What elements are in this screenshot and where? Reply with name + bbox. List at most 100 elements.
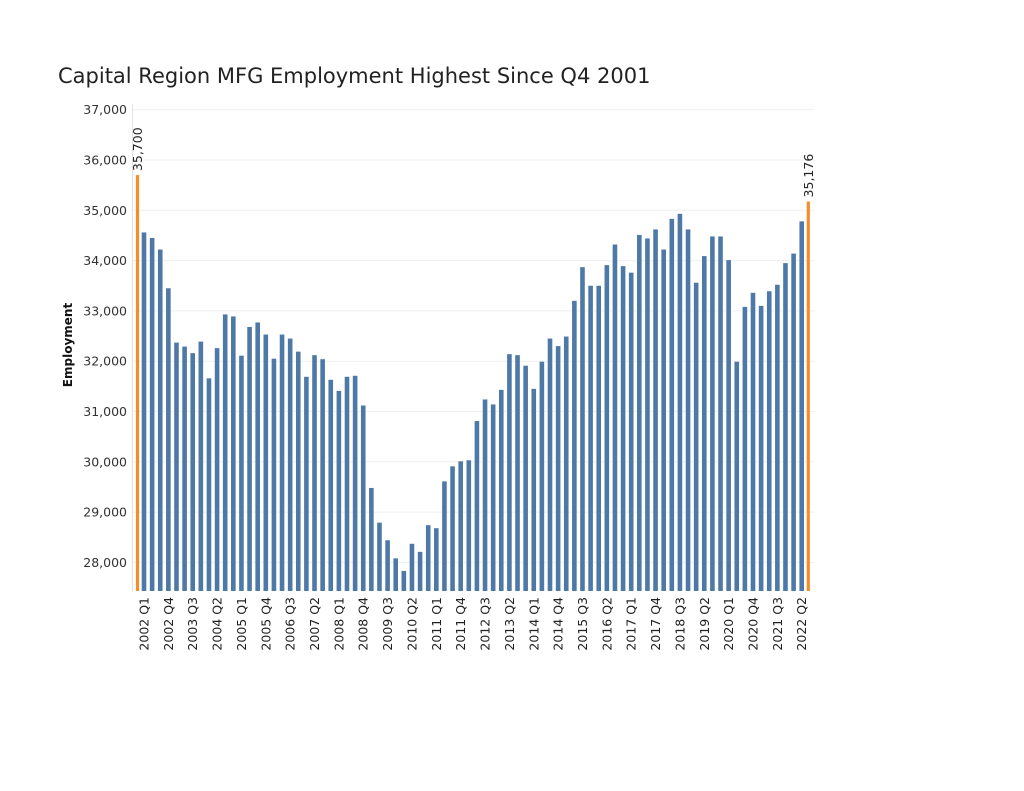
bar[interactable] — [312, 355, 317, 591]
bar[interactable] — [588, 285, 593, 591]
bar[interactable] — [693, 282, 699, 591]
x-tick-label: 2008 Q1 — [331, 597, 346, 651]
bar[interactable] — [206, 378, 212, 591]
bar[interactable] — [409, 543, 415, 591]
y-tick-label: 37,000 — [83, 102, 127, 117]
bar[interactable] — [710, 236, 715, 591]
bar[interactable] — [271, 358, 277, 591]
bar[interactable] — [222, 314, 228, 591]
bar[interactable] — [726, 260, 731, 591]
bar[interactable] — [434, 528, 439, 591]
bar[interactable] — [539, 361, 545, 591]
bar[interactable] — [677, 213, 683, 592]
bar[interactable] — [645, 238, 650, 591]
bar[interactable] — [141, 232, 147, 591]
bar[interactable] — [620, 266, 626, 591]
bar[interactable] — [498, 389, 504, 591]
bar[interactable] — [247, 326, 252, 591]
bar[interactable] — [352, 375, 358, 591]
bar[interactable] — [482, 399, 488, 591]
bar[interactable] — [360, 405, 366, 591]
x-tick-label: 2015 Q3 — [575, 597, 590, 651]
highlight-bar-end[interactable] — [806, 201, 810, 591]
bar[interactable] — [750, 292, 756, 591]
bar[interactable] — [393, 558, 399, 591]
y-axis-title: Employment — [61, 303, 75, 388]
bar[interactable] — [182, 346, 187, 591]
bar[interactable] — [775, 284, 780, 591]
bar[interactable] — [157, 249, 163, 591]
bar[interactable] — [295, 351, 301, 591]
bar[interactable] — [377, 522, 382, 591]
bar[interactable] — [685, 229, 691, 591]
bar[interactable] — [515, 355, 520, 591]
bar[interactable] — [401, 570, 407, 591]
bar[interactable] — [255, 322, 260, 591]
bar[interactable] — [385, 540, 390, 591]
bar[interactable] — [442, 481, 447, 591]
bar[interactable] — [231, 316, 236, 591]
x-tick-label: 2012 Q3 — [478, 597, 493, 651]
bar[interactable] — [328, 379, 334, 591]
x-tick-label: 2002 Q4 — [161, 597, 176, 651]
bar[interactable] — [766, 291, 772, 591]
bar[interactable] — [523, 365, 528, 591]
x-tick-label: 2021 Q3 — [770, 597, 785, 651]
bar[interactable] — [466, 460, 472, 591]
bar[interactable] — [742, 306, 748, 591]
bar[interactable] — [507, 354, 512, 591]
bar[interactable] — [596, 285, 602, 591]
bar[interactable] — [669, 218, 675, 591]
bar[interactable] — [791, 253, 796, 592]
bar[interactable] — [344, 376, 350, 591]
x-tick-label: 2014 Q1 — [526, 597, 541, 651]
highlight-label-start: 35,700 — [130, 127, 145, 171]
bar[interactable] — [279, 334, 285, 591]
bar[interactable] — [417, 551, 423, 591]
bar[interactable] — [758, 305, 764, 591]
x-tick-label: 2011 Q1 — [429, 597, 444, 651]
bar[interactable] — [425, 525, 431, 591]
bar[interactable] — [320, 359, 325, 591]
bar[interactable] — [287, 338, 293, 591]
bar[interactable] — [612, 244, 618, 591]
bar[interactable] — [661, 249, 666, 591]
bar[interactable] — [166, 288, 171, 591]
bar[interactable] — [555, 346, 561, 591]
bar[interactable] — [490, 404, 496, 591]
bar[interactable] — [563, 336, 569, 591]
highlight-bar-start[interactable] — [135, 175, 140, 591]
bar[interactable] — [304, 376, 309, 591]
bar[interactable] — [214, 348, 220, 591]
bar[interactable] — [718, 236, 723, 591]
bar[interactable] — [701, 256, 707, 591]
bar[interactable] — [369, 487, 374, 591]
bar[interactable] — [190, 353, 196, 591]
bar[interactable] — [474, 421, 480, 591]
bar[interactable] — [263, 334, 269, 591]
bar[interactable] — [336, 390, 342, 591]
bar[interactable] — [450, 466, 455, 591]
bar[interactable] — [580, 267, 585, 591]
bar[interactable] — [799, 221, 805, 591]
bar[interactable] — [637, 234, 642, 591]
bar[interactable] — [531, 388, 537, 591]
bar[interactable] — [149, 237, 155, 591]
gridlines — [133, 109, 815, 563]
x-tick-label: 2022 Q2 — [794, 597, 809, 651]
bar[interactable] — [783, 263, 788, 591]
x-tick-label: 2020 Q4 — [746, 597, 761, 651]
bar[interactable] — [458, 461, 463, 591]
bar[interactable] — [734, 361, 740, 591]
bar[interactable] — [239, 355, 244, 591]
bar[interactable] — [628, 272, 634, 591]
bar[interactable] — [572, 300, 577, 591]
bar[interactable] — [653, 229, 658, 591]
x-tick-label: 2005 Q1 — [234, 597, 249, 651]
bar[interactable] — [198, 341, 204, 591]
y-tick-label: 32,000 — [83, 354, 127, 369]
bar[interactable] — [547, 338, 553, 591]
bar[interactable] — [604, 265, 610, 591]
bar[interactable] — [174, 342, 179, 591]
